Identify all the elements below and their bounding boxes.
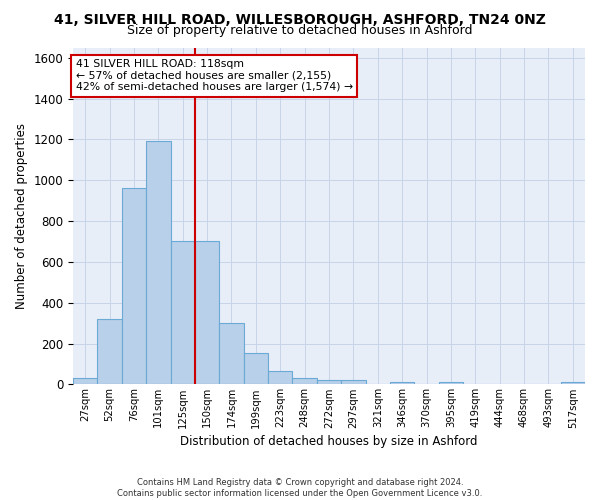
Bar: [292, 378, 317, 384]
Bar: [341, 380, 365, 384]
Bar: [122, 188, 146, 384]
Bar: [73, 378, 97, 384]
Bar: [560, 382, 585, 384]
Bar: [195, 242, 220, 384]
Bar: [97, 319, 122, 384]
Text: 41, SILVER HILL ROAD, WILLESBOROUGH, ASHFORD, TN24 0NZ: 41, SILVER HILL ROAD, WILLESBOROUGH, ASH…: [54, 12, 546, 26]
Text: 41 SILVER HILL ROAD: 118sqm
← 57% of detached houses are smaller (2,155)
42% of : 41 SILVER HILL ROAD: 118sqm ← 57% of det…: [76, 60, 353, 92]
Bar: [244, 353, 268, 384]
Bar: [390, 382, 415, 384]
Bar: [170, 242, 195, 384]
Bar: [439, 382, 463, 384]
Y-axis label: Number of detached properties: Number of detached properties: [15, 123, 28, 309]
Bar: [146, 142, 170, 384]
Text: Contains HM Land Registry data © Crown copyright and database right 2024.
Contai: Contains HM Land Registry data © Crown c…: [118, 478, 482, 498]
Bar: [220, 323, 244, 384]
X-axis label: Distribution of detached houses by size in Ashford: Distribution of detached houses by size …: [180, 434, 478, 448]
Bar: [268, 371, 292, 384]
Bar: [317, 380, 341, 384]
Text: Size of property relative to detached houses in Ashford: Size of property relative to detached ho…: [127, 24, 473, 37]
